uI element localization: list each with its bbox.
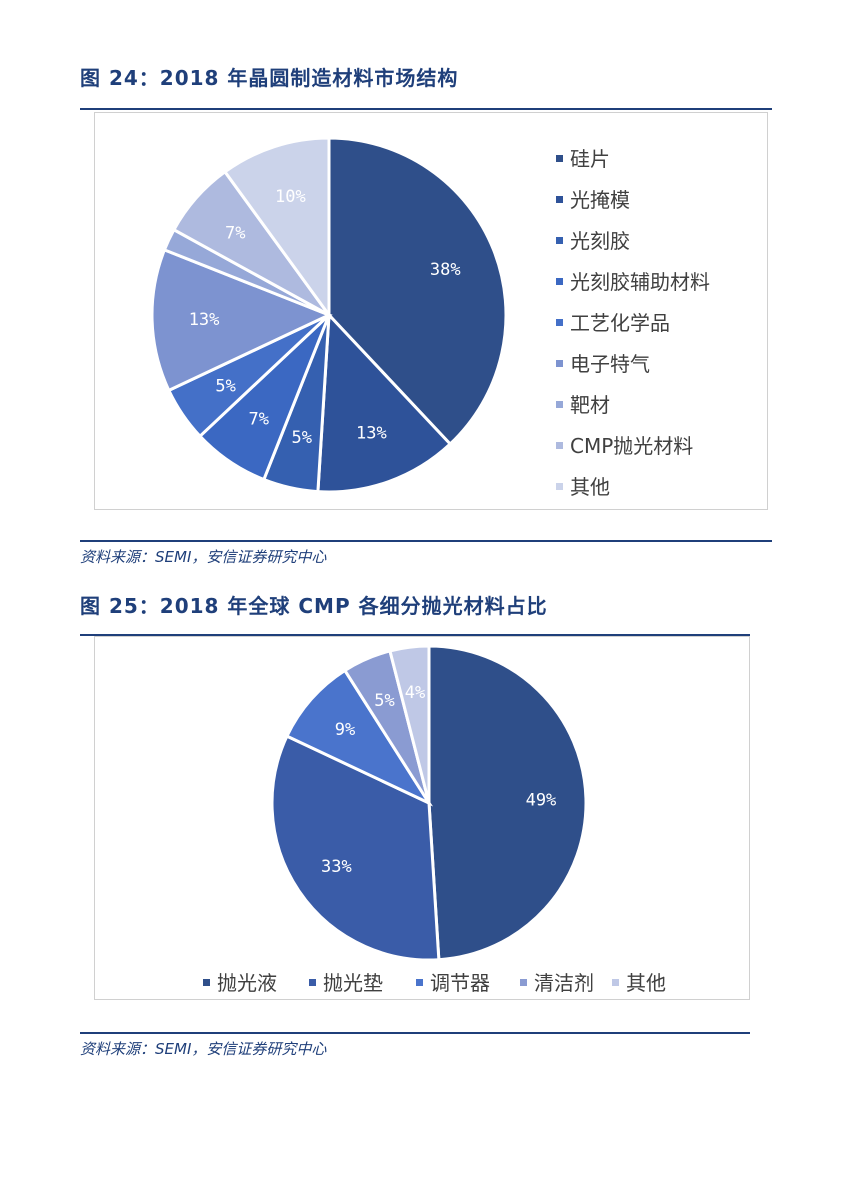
pie-data-label: 9% <box>335 720 355 740</box>
pie-data-label: 7% <box>248 409 268 429</box>
pie-data-label: 38% <box>430 260 461 280</box>
legend-label: 光刻胶 <box>570 229 630 253</box>
legend-marker <box>556 401 563 408</box>
chart-frame-2: 49% 33% 9% 5% 4% 抛光液 抛光垫 调节器 清洁剂 其他 <box>94 636 750 1000</box>
source-rule-2 <box>80 1032 750 1034</box>
pie-data-label: 7% <box>225 223 245 243</box>
legend-label: CMP抛光材料 <box>570 434 693 458</box>
legend-label: 清洁剂 <box>534 971 594 995</box>
pie-data-label: 5% <box>215 376 235 396</box>
pie-slice <box>284 668 434 807</box>
figure-25-source: 资料来源：SEMI，安信证券研究中心 <box>80 1040 327 1058</box>
pie-slice <box>270 734 441 962</box>
pie-data-label: 49% <box>526 790 557 810</box>
chart-frame-1: 38% 13% 5% 7% 5% 13% 7% 10% 硅片光掩模光刻胶光刻胶辅助材料 工艺化学品… <box>94 112 768 510</box>
pie-data-label: 5% <box>291 428 311 448</box>
figure-24-source: 资料来源：SEMI，安信证券研究中心 <box>80 548 327 566</box>
legend-label: 抛光液 <box>217 971 277 995</box>
figure-25-title-rule <box>80 634 750 636</box>
legend-marker <box>203 979 210 986</box>
legend-marker <box>556 237 563 244</box>
pie-data-label: 13% <box>189 310 220 330</box>
legend-marker <box>556 278 563 285</box>
legend-marker <box>309 979 316 986</box>
legend-marker <box>520 979 527 986</box>
pie-data-label: 5% <box>374 691 394 711</box>
pie-slice <box>327 136 508 447</box>
pie-data-label: 4% <box>405 683 425 703</box>
legend-marker <box>416 979 423 986</box>
figure-24-title-rule <box>80 108 772 110</box>
pie-slice <box>388 644 431 804</box>
pie-slice <box>150 247 333 393</box>
legend-marker <box>556 319 563 326</box>
legend-marker <box>556 155 563 162</box>
legend-label: 工艺化学品 <box>570 311 670 335</box>
legend-label: 光刻胶辅助材料 <box>570 270 710 294</box>
legend-marker <box>556 483 563 490</box>
legend-label: 光掩模 <box>570 188 630 212</box>
legend-label: 硅片 <box>570 147 610 171</box>
legend-marker <box>556 360 563 367</box>
pie-data-label: 13% <box>356 424 387 444</box>
legend-label: 调节器 <box>430 971 490 995</box>
legend-label: 抛光垫 <box>323 971 383 995</box>
legend-label: 其他 <box>570 475 610 499</box>
legend-label: 其他 <box>626 971 666 995</box>
legend-label: 靶材 <box>570 393 610 417</box>
legend-marker <box>556 196 563 203</box>
pie-chart-cmp-materials: 49% 33% 9% 5% 4% 抛光液 抛光垫 调节器 清洁剂 其他 <box>203 644 666 995</box>
pie-chart-wafer-materials: 38% 13% 5% 7% 5% 13% 7% 10% 硅片光掩模光刻胶光刻胶辅助材料工艺化学品… <box>150 136 710 499</box>
pie-slice <box>222 136 331 320</box>
pie-slice <box>316 311 453 494</box>
pie-data-label: 33% <box>321 857 352 877</box>
legend-label: 电子特气 <box>570 352 650 376</box>
source-rule-1 <box>80 540 772 542</box>
figure-25-title: 图 25：2018 年全球 CMP 各细分抛光材料占比 <box>80 594 548 618</box>
pie-slice <box>427 644 588 962</box>
legend-marker <box>556 442 563 449</box>
pie-data-label: 10% <box>275 187 306 207</box>
figure-24-title: 图 24：2018 年晶圆制造材料市场结构 <box>80 66 459 90</box>
legend-marker <box>612 979 619 986</box>
